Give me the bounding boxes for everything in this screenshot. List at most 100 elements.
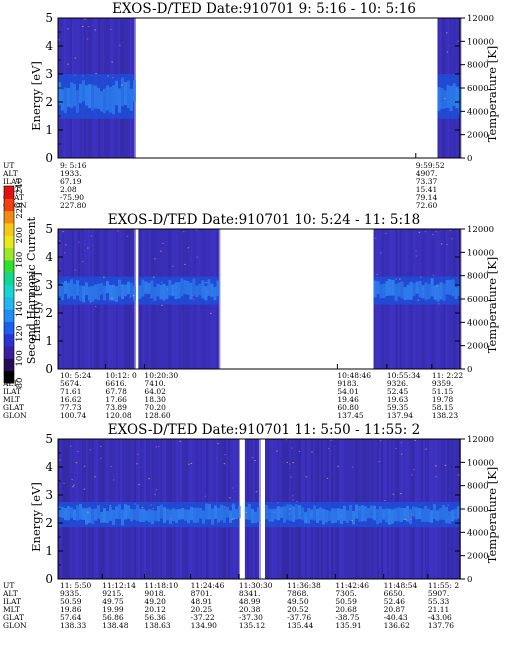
plasma-band-core — [433, 504, 437, 519]
plasma-band-core — [118, 504, 121, 520]
plasma-band-core — [217, 507, 220, 523]
plasma-band-core — [121, 509, 124, 526]
plasma-band-core — [183, 280, 187, 295]
speckle — [90, 235, 93, 237]
orbit-value-glon: 138.63 — [144, 621, 170, 630]
plasma-band-core — [210, 283, 214, 297]
speckle — [121, 84, 123, 86]
row-label: MLT — [3, 395, 20, 404]
plasma-band-core — [85, 85, 88, 106]
plasma-band-core — [91, 84, 94, 111]
speckle — [195, 229, 198, 231]
speckle — [111, 297, 113, 299]
colorbar-swatch — [4, 284, 14, 298]
orbit-value-ilat: 52.45 — [387, 387, 409, 396]
speckle — [351, 520, 354, 522]
plasma-band-core — [64, 507, 67, 521]
orbit-value-alt: 9018. — [144, 589, 165, 598]
y-tick-label: 4 — [45, 39, 53, 53]
plasma-band-core — [442, 505, 446, 520]
plasma-band-core — [127, 281, 130, 295]
y-tick-label: 0 — [45, 572, 53, 586]
plasma-band-core — [433, 285, 437, 300]
speckle — [111, 286, 114, 288]
plasma-band-core — [373, 280, 377, 298]
plasma-band-core — [226, 506, 229, 518]
speckle — [289, 508, 291, 510]
data-segment — [244, 439, 261, 579]
speckle — [100, 457, 102, 459]
speckle — [94, 476, 96, 478]
y2-tick-label: 0 — [467, 575, 472, 585]
speckle — [385, 233, 387, 235]
speckle — [379, 440, 382, 442]
plasma-band-core — [175, 509, 178, 524]
speckle — [103, 276, 105, 278]
colorbar-swatch — [4, 247, 14, 261]
plasma-band-core — [67, 87, 70, 107]
speckle — [418, 231, 421, 233]
plasma-band-core — [355, 504, 359, 519]
speckle — [75, 462, 78, 464]
speckle — [117, 230, 119, 232]
plasma-band-core — [202, 510, 205, 524]
plasma-band-core — [451, 279, 455, 297]
plasma-band-core — [247, 503, 251, 520]
orbit-value-mlt: 15.41 — [416, 185, 437, 194]
plasma-band-core — [223, 508, 226, 523]
orbit-value-alt: 7410. — [144, 379, 165, 388]
speckle — [166, 288, 169, 290]
speckle — [231, 518, 233, 520]
plasma-band-core — [94, 508, 97, 521]
plasma-band-core — [174, 282, 178, 300]
y-tick-label: 4 — [45, 460, 53, 474]
speckle — [152, 507, 155, 509]
plasma-band-core — [274, 508, 278, 520]
speckle — [83, 465, 86, 467]
speckle — [330, 439, 332, 441]
orbit-value-alt: 9215. — [102, 589, 123, 598]
plasma-band-core — [385, 281, 389, 297]
speckle — [89, 301, 92, 303]
orbit-value-glat: 58.15 — [432, 403, 454, 412]
orbit-value-ilat: 49.20 — [144, 597, 166, 606]
speckle — [449, 230, 452, 232]
colorbar-tick-label: 220 — [15, 203, 25, 219]
row-label: ILAT — [3, 387, 21, 396]
speckle — [292, 499, 294, 501]
plasma-band-core — [118, 88, 121, 113]
speckle — [126, 235, 129, 237]
orbit-value-glat: -37.76 — [287, 613, 311, 622]
plasma-band-core — [277, 506, 281, 521]
speckle — [103, 90, 105, 92]
data-segment — [58, 18, 136, 158]
colorbar-tick-label: 240 — [15, 178, 25, 194]
row-label: MLT — [3, 605, 20, 614]
plasma-band-core — [406, 505, 410, 522]
speckle — [337, 465, 339, 467]
speckle — [311, 451, 313, 453]
plasma-band-core — [439, 508, 443, 520]
y2-tick-label: 10000 — [467, 37, 494, 47]
y-axis-label: Energy [eV] — [29, 482, 43, 552]
plasma-band-core — [286, 504, 290, 520]
plasma-band-core — [82, 508, 85, 520]
speckle — [59, 459, 61, 461]
plasma-band-core — [373, 505, 377, 521]
speckle — [65, 244, 67, 246]
speckle — [453, 516, 455, 518]
speckle — [148, 478, 150, 480]
plasma-band-core — [58, 284, 61, 297]
plasma-band-core — [361, 505, 365, 522]
speckle — [436, 285, 438, 287]
plasma-band-core — [136, 504, 139, 521]
plasma-band-core — [180, 278, 184, 297]
plasma-band-core — [201, 280, 205, 299]
plasma-band-core — [205, 503, 208, 520]
y2-tick-label: 6000 — [467, 84, 489, 94]
plasma-band-core — [440, 87, 444, 109]
y2-tick-label: 10000 — [467, 458, 494, 468]
speckle — [400, 453, 403, 455]
plasma-band-core — [400, 281, 404, 299]
speckle — [435, 231, 437, 233]
